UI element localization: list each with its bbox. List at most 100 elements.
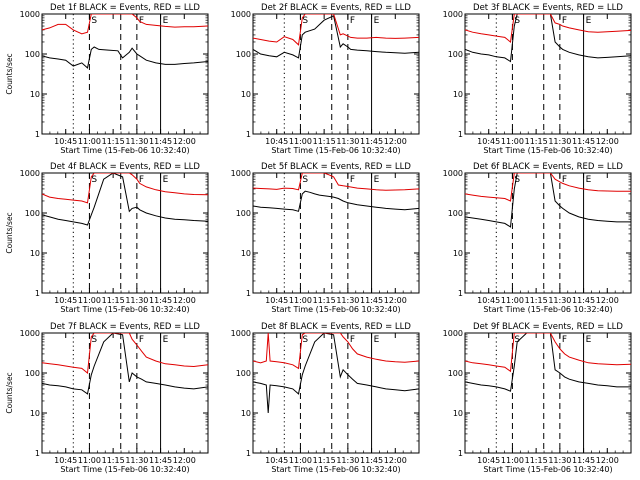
y-tick-label: 100: [25, 50, 40, 59]
marker-label: F: [139, 335, 144, 345]
x-tick-label: 11:45: [360, 137, 383, 146]
x-tick-label: 11:00: [78, 296, 101, 305]
y-tick-label: 1: [35, 130, 40, 139]
y-tick-label: 10: [453, 90, 463, 99]
chart-title: Det 3f BLACK = Events, RED = LLD: [473, 3, 623, 13]
chart-panel-5: Det 5f BLACK = Events, RED = LLD 1 10 100 10…: [231, 162, 420, 314]
x-tick-label: 11:45: [572, 137, 595, 146]
events-series-line: [253, 190, 419, 212]
y-tick-label: 10: [241, 90, 251, 99]
x-tick-label: 11:00: [78, 456, 101, 465]
lld-series-line: [465, 173, 631, 202]
y-tick-label: 10: [30, 409, 40, 418]
y-tick-label: 10: [453, 249, 463, 258]
marker-label: E: [163, 335, 169, 345]
plot-frame: [41, 13, 209, 135]
chart-title: Det 2f BLACK = Events, RED = LLD: [261, 3, 411, 13]
plot-frame: [252, 172, 420, 294]
marker-label: E: [586, 16, 592, 26]
x-tick-label: 11:15: [313, 296, 336, 305]
chart-panel-1: Det 1f BLACK = Events, RED = LLD 1 10 100 10…: [5, 3, 209, 155]
chart-panel-3: Det 3f BLACK = Events, RED = LLD 1 10 100 10…: [443, 3, 632, 155]
x-axis-label: Start Time (15-Feb-06 10:32:40): [483, 465, 612, 474]
x-axis-label: Start Time (15-Feb-06 10:32:40): [271, 305, 400, 314]
chart-panel-2: Det 2f BLACK = Events, RED = LLD 1 10 100 10…: [231, 3, 420, 155]
y-tick-label: 1000: [231, 329, 251, 338]
y-tick-label: 1000: [231, 10, 251, 19]
x-axis-label: Start Time (15-Feb-06 10:32:40): [60, 465, 189, 474]
x-tick-label: 11:15: [525, 137, 548, 146]
x-tick-label: 11:45: [149, 137, 172, 146]
x-tick-label: 11:30: [548, 456, 571, 465]
events-series-line: [42, 333, 208, 395]
lld-series-line: [253, 14, 419, 46]
marker-label: F: [562, 175, 567, 185]
x-tick-label: 12:00: [173, 296, 196, 305]
events-series-line: [42, 173, 208, 226]
y-tick-label: 1000: [20, 169, 40, 178]
chart-panel-6: Det 6f BLACK = Events, RED = LLD 1 10 100 10…: [443, 162, 632, 314]
events-series-line: [253, 15, 419, 59]
marker-label: E: [586, 335, 592, 345]
y-tick-label: 1: [35, 449, 40, 458]
y-tick-label: 10: [453, 409, 463, 418]
x-axis-label: Start Time (15-Feb-06 10:32:40): [483, 305, 612, 314]
x-tick-label: 12:00: [384, 296, 407, 305]
marker-label: E: [374, 16, 380, 26]
marker-label: S: [302, 16, 308, 26]
chart-title: Det 8f BLACK = Events, RED = LLD: [261, 322, 411, 332]
x-tick-label: 11:00: [289, 456, 312, 465]
marker-label: E: [163, 16, 169, 26]
marker-label: S: [302, 175, 308, 185]
marker-label: S: [514, 16, 520, 26]
x-tick-label: 11:00: [501, 137, 524, 146]
chart-panel-9: Det 9f BLACK = Events, RED = LLD 1 10 100 10…: [443, 322, 632, 474]
marker-label: S: [91, 175, 97, 185]
chart-panel-4: Det 4f BLACK = Events, RED = LLD 1 10 100 10…: [5, 162, 209, 314]
x-axis-label: Start Time (15-Feb-06 10:32:40): [271, 146, 400, 155]
marker-label: S: [91, 16, 97, 26]
marker-label: E: [374, 335, 380, 345]
y-tick-label: 100: [448, 369, 463, 378]
y-axis-label: Counts/sec: [5, 53, 14, 94]
chart-title: Det 6f BLACK = Events, RED = LLD: [473, 162, 623, 172]
x-tick-label: 11:30: [125, 137, 148, 146]
x-tick-label: 10:45: [477, 137, 500, 146]
events-series-line: [465, 14, 631, 63]
x-tick-label: 11:45: [360, 456, 383, 465]
lld-series-line: [42, 333, 208, 374]
marker-label: F: [350, 175, 355, 185]
marker-label: S: [514, 335, 520, 345]
chart-title: Det 9f BLACK = Events, RED = LLD: [473, 322, 623, 332]
chart-title: Det 1f BLACK = Events, RED = LLD: [50, 3, 200, 13]
chart-title: Det 7f BLACK = Events, RED = LLD: [50, 322, 200, 332]
marker-label: S: [514, 175, 520, 185]
y-tick-label: 1: [458, 289, 463, 298]
x-tick-label: 10:45: [54, 456, 77, 465]
x-tick-label: 11:45: [360, 296, 383, 305]
x-tick-label: 10:45: [477, 456, 500, 465]
x-tick-label: 11:15: [525, 456, 548, 465]
x-tick-label: 11:15: [102, 296, 125, 305]
y-tick-label: 1000: [443, 169, 463, 178]
chart-title: Det 5f BLACK = Events, RED = LLD: [261, 162, 411, 172]
events-series-line: [465, 173, 631, 228]
y-tick-label: 100: [25, 369, 40, 378]
lld-series-line: [42, 14, 208, 35]
x-tick-label: 11:45: [572, 296, 595, 305]
x-tick-label: 11:45: [572, 456, 595, 465]
events-series-line: [42, 46, 208, 69]
y-tick-label: 10: [30, 249, 40, 258]
x-tick-label: 12:00: [596, 137, 619, 146]
marker-label: E: [374, 175, 380, 185]
chart-panel-8: Det 8f BLACK = Events, RED = LLD 1 10 100 10…: [231, 322, 420, 474]
y-tick-label: 1: [35, 289, 40, 298]
x-tick-label: 12:00: [596, 296, 619, 305]
marker-label: F: [139, 16, 144, 26]
x-tick-label: 11:45: [149, 296, 172, 305]
x-tick-label: 11:45: [149, 456, 172, 465]
lld-series-line: [465, 14, 631, 43]
marker-label: S: [91, 335, 97, 345]
events-series-line: [253, 333, 419, 414]
chart-panel-7: Det 7f BLACK = Events, RED = LLD 1 10 100 10…: [5, 322, 209, 474]
